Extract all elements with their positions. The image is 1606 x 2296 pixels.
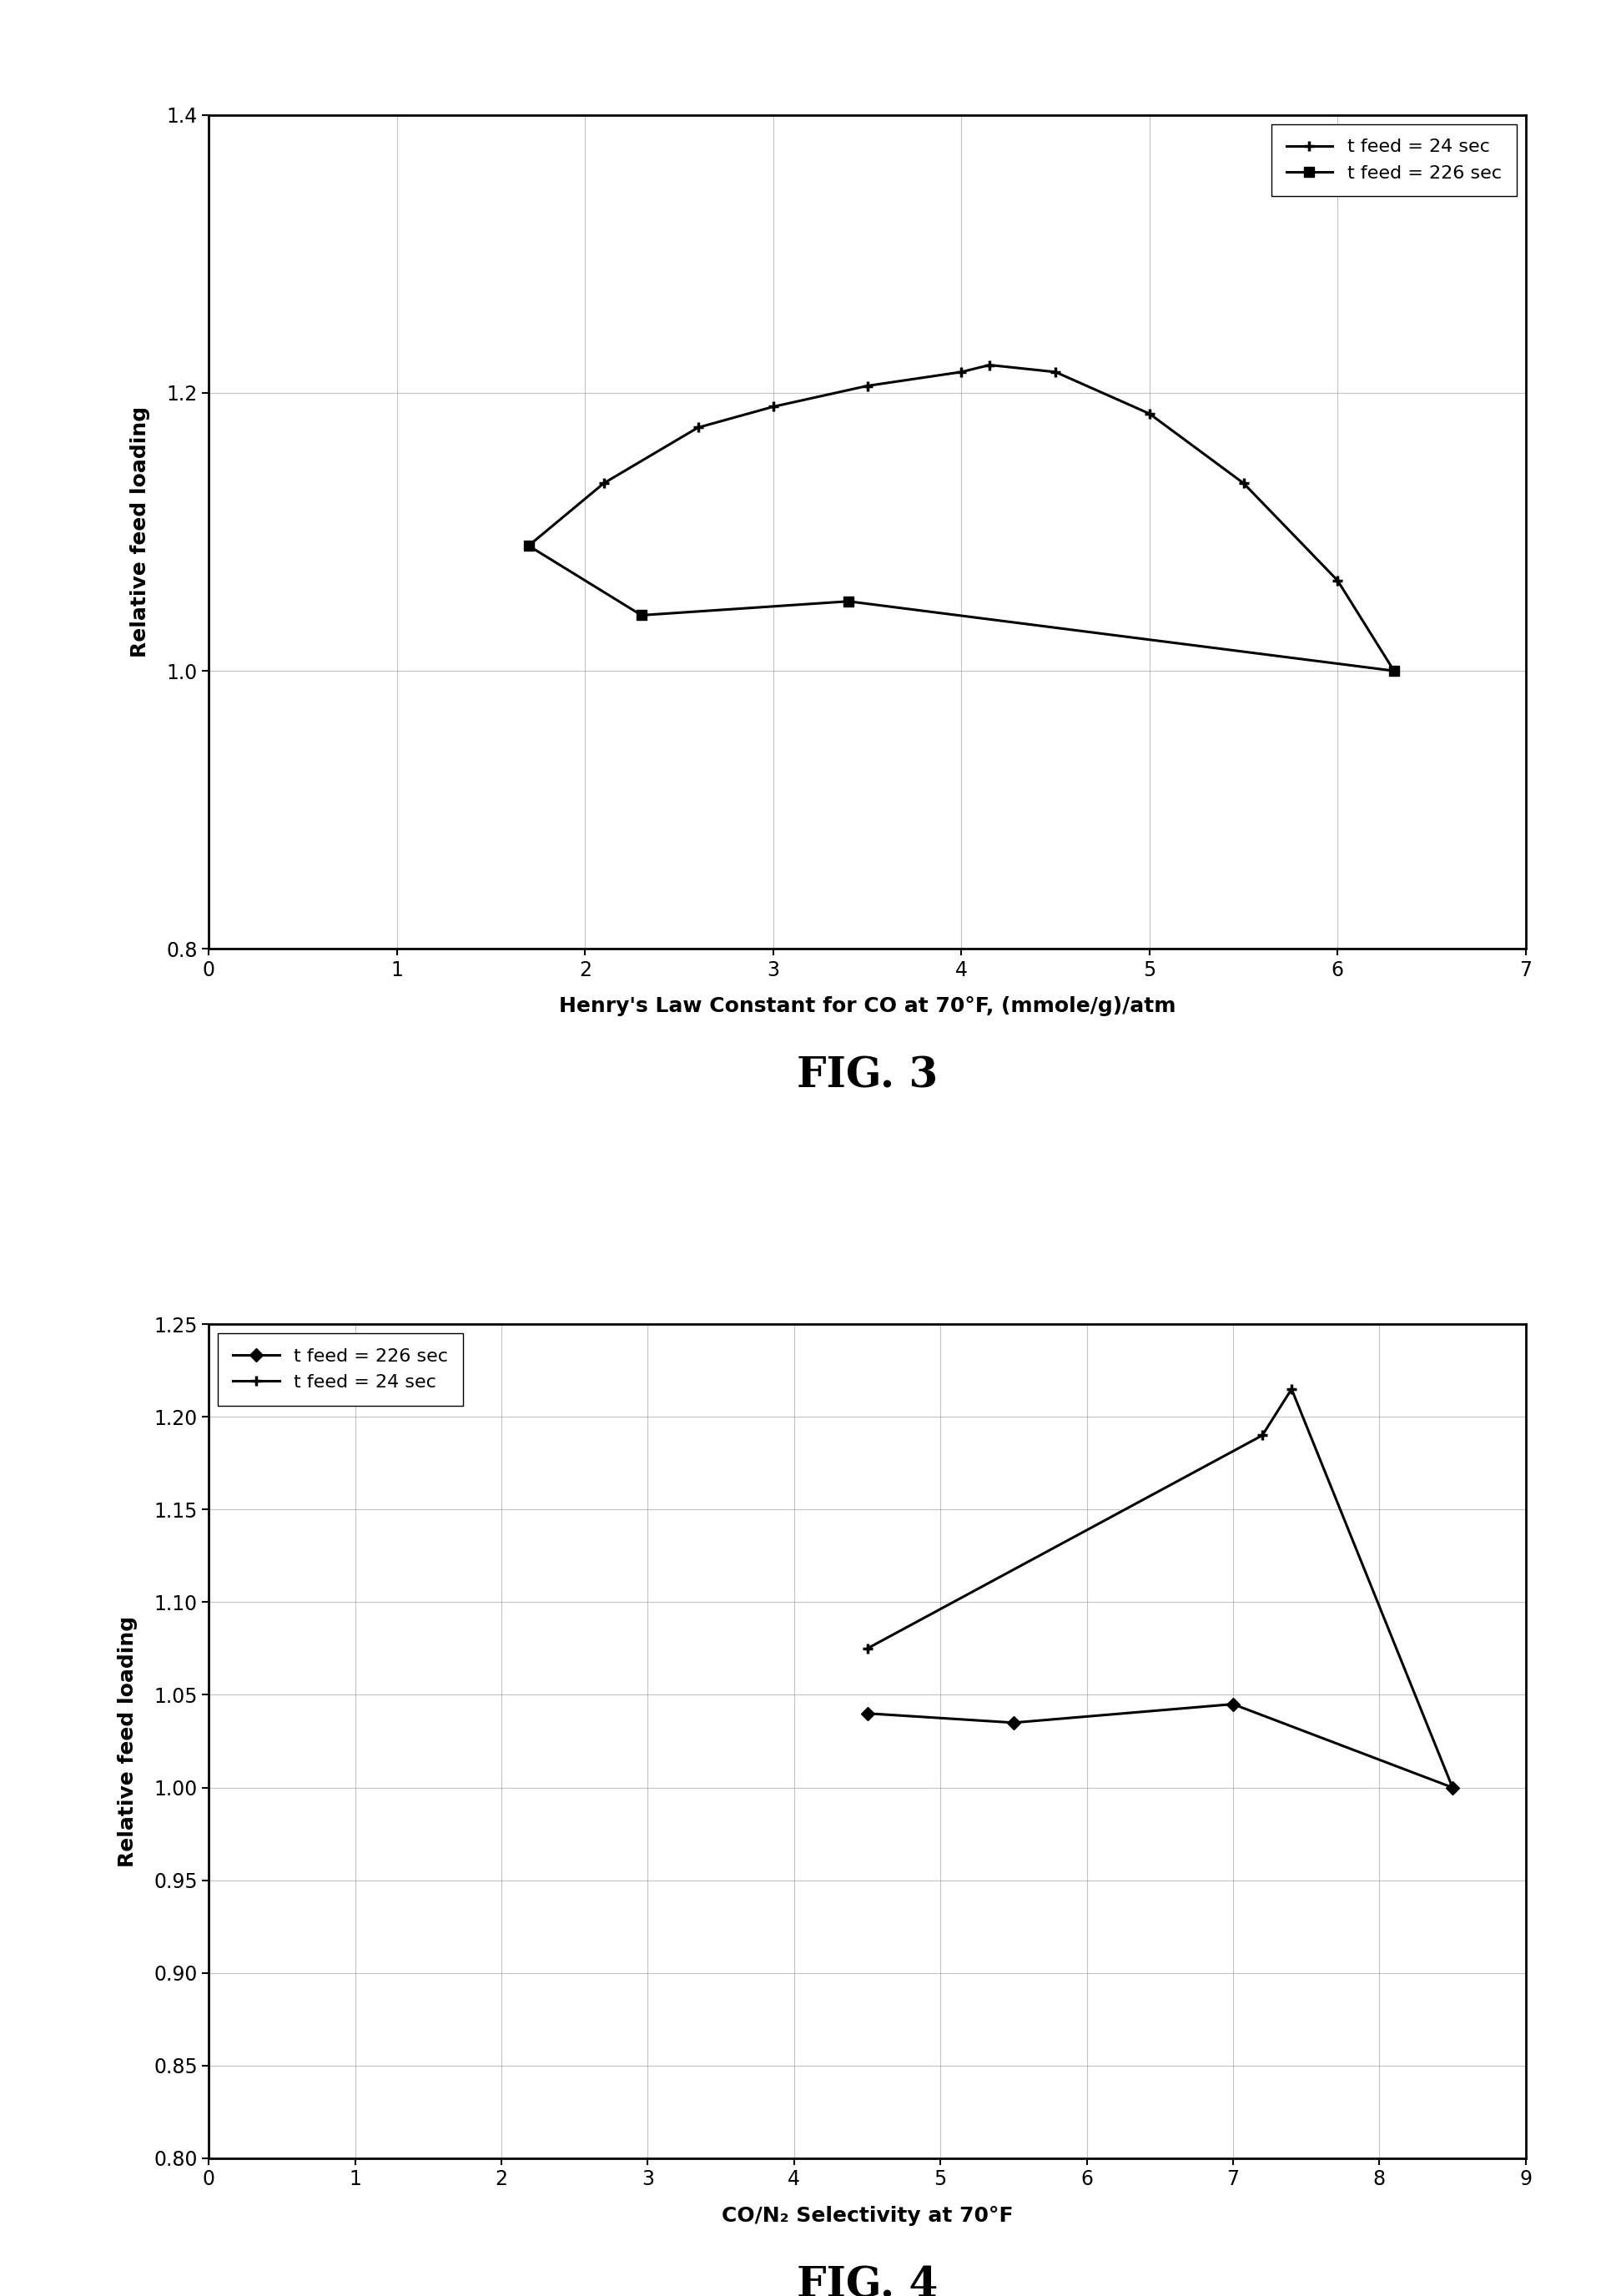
Legend: t feed = 226 sec, t feed = 24 sec: t feed = 226 sec, t feed = 24 sec [218, 1334, 463, 1405]
t feed = 24 sec [1282, 1375, 1301, 1403]
t feed = 226 sec [1004, 1708, 1023, 1736]
Text: FIG. 4: FIG. 4 [797, 2266, 938, 2296]
t feed = 24 sec [980, 351, 999, 379]
t feed = 226 sec [858, 1699, 877, 1727]
t feed = 24 sec [1328, 567, 1347, 595]
t feed = 226 sec [838, 588, 858, 615]
t feed = 226 sec [1442, 1775, 1461, 1802]
t feed = 226 sec [631, 602, 650, 629]
X-axis label: Henry's Law Constant for CO at 70°F, (mmole/g)/atm: Henry's Law Constant for CO at 70°F, (mm… [559, 996, 1176, 1017]
t feed = 24 sec [1233, 468, 1253, 496]
t feed = 24 sec [594, 468, 613, 496]
Line: t feed = 226 sec: t feed = 226 sec [862, 1699, 1457, 1793]
Y-axis label: Relative feed loading: Relative feed loading [130, 406, 151, 657]
X-axis label: CO/N₂ Selectivity at 70°F: CO/N₂ Selectivity at 70°F [721, 2206, 1013, 2225]
t feed = 226 sec [519, 533, 538, 560]
t feed = 24 sec [858, 1635, 877, 1662]
t feed = 24 sec [689, 413, 708, 441]
Line: t feed = 24 sec: t feed = 24 sec [524, 360, 1399, 675]
t feed = 226 sec [1384, 657, 1404, 684]
t feed = 24 sec [519, 533, 538, 560]
t feed = 24 sec [858, 372, 877, 400]
t feed = 24 sec [1384, 657, 1404, 684]
t feed = 24 sec [763, 393, 782, 420]
t feed = 24 sec [952, 358, 972, 386]
Line: t feed = 226 sec: t feed = 226 sec [524, 542, 1399, 675]
t feed = 226 sec [1224, 1690, 1243, 1717]
Text: FIG. 3: FIG. 3 [797, 1056, 938, 1097]
t feed = 24 sec [1442, 1775, 1461, 1802]
t feed = 24 sec [1253, 1421, 1272, 1449]
Y-axis label: Relative feed loading: Relative feed loading [117, 1616, 138, 1867]
Legend: t feed = 24 sec, t feed = 226 sec: t feed = 24 sec, t feed = 226 sec [1272, 124, 1516, 197]
t feed = 24 sec [1046, 358, 1065, 386]
t feed = 24 sec [1140, 400, 1160, 427]
Line: t feed = 24 sec: t feed = 24 sec [862, 1384, 1458, 1793]
